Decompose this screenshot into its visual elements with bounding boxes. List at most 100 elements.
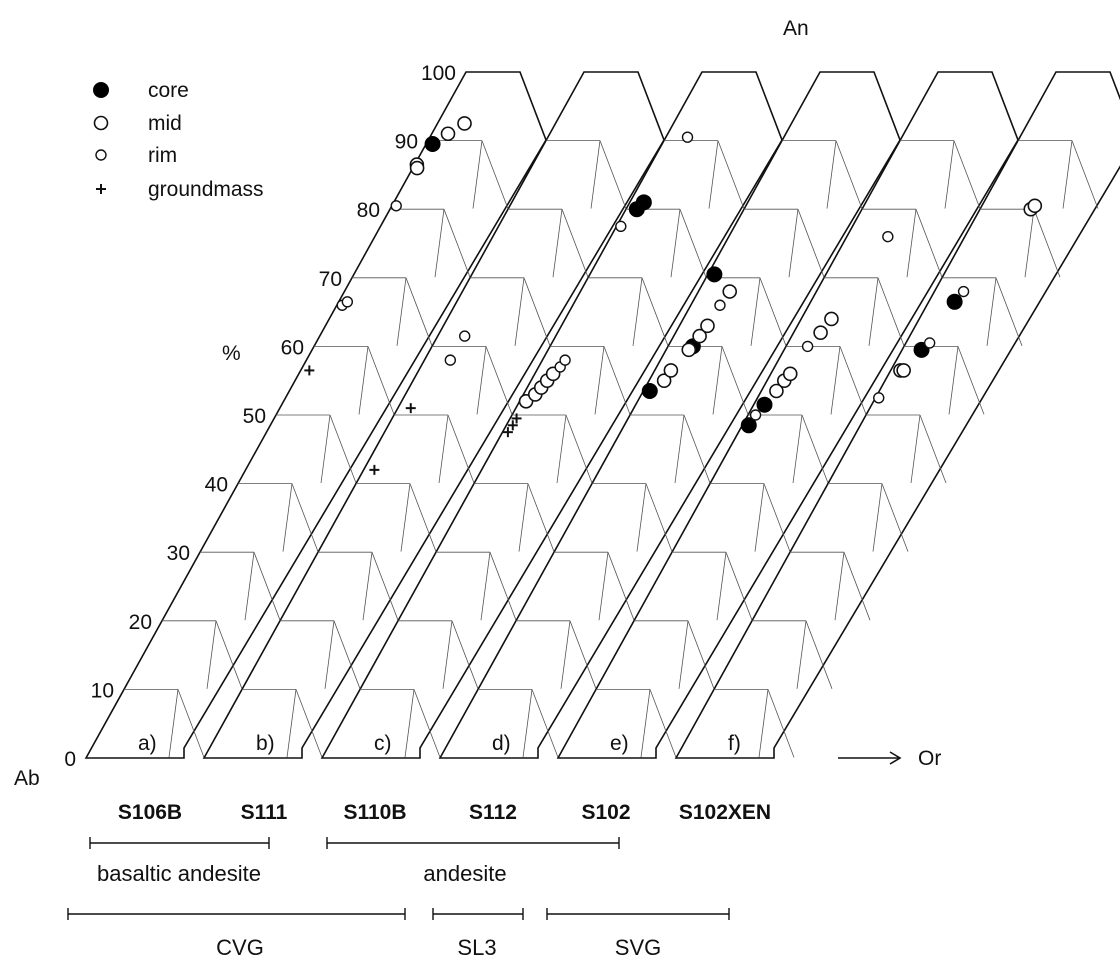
an-tick-label: 40 — [205, 474, 228, 497]
corner-label-or: Or — [918, 747, 941, 770]
groundmass-point — [304, 365, 315, 376]
legend-item-core: core — [93, 79, 189, 102]
panel-grid-diagonal — [590, 140, 601, 209]
core-point — [424, 136, 441, 153]
panel-grid-diagonal — [523, 277, 551, 346]
mid-point — [782, 366, 798, 382]
panels-layer: a) b) c) d) e) f) — [84, 71, 1120, 759]
mid-point — [769, 383, 784, 399]
panel-grid-diagonal — [527, 483, 555, 552]
panel-grid-diagonal — [442, 620, 453, 689]
core-point — [946, 293, 963, 310]
sample-label: S106B — [118, 801, 182, 824]
rim-point — [459, 330, 471, 342]
panel-grid-diagonal — [400, 483, 411, 552]
panel-grid-diagonal — [1062, 140, 1073, 209]
panel-grid-diagonal — [881, 483, 909, 552]
panel-grid-diagonal — [607, 552, 635, 621]
panel-grid-diagonal — [1024, 209, 1035, 278]
panel-grid-diagonal — [640, 689, 651, 758]
panel-grid-diagonal — [531, 689, 559, 758]
panel-grid-diagonal — [434, 209, 445, 278]
panel-grid-diagonal — [754, 483, 765, 552]
an-axis: 0 10 20 30 40 50 60 70 80 90 100 — [64, 62, 456, 771]
core-point — [756, 396, 773, 413]
panel-grid-diagonal — [835, 140, 863, 209]
panel-grid-diagonal — [215, 620, 243, 689]
core-point — [706, 266, 723, 283]
mid-point — [440, 126, 456, 142]
sample-label: S111 — [241, 801, 288, 824]
panel-grid-diagonal — [725, 552, 753, 621]
an-tick-label: 90 — [395, 131, 418, 154]
panel-grid-diagonal — [518, 483, 529, 552]
panel-5: e) — [556, 71, 1019, 759]
panel-grid-diagonal — [282, 483, 293, 552]
panel-grid-diagonal — [556, 414, 567, 484]
rim-point — [341, 296, 354, 308]
legend-symbol — [95, 149, 107, 161]
legend-label: core — [148, 79, 189, 102]
panel-grid-diagonal — [641, 277, 669, 346]
groundmass-point — [405, 403, 416, 414]
panel-grid-diagonal — [796, 620, 807, 689]
panel-grid-diagonal — [485, 346, 513, 415]
rim-point — [681, 131, 694, 143]
panel-grid-diagonal — [405, 277, 433, 346]
panel-grid-diagonal — [476, 346, 487, 415]
panel-grid-diagonal — [632, 277, 643, 346]
percent-label: % — [222, 342, 241, 365]
rim-point — [390, 200, 402, 212]
panel-grid-diagonal — [371, 552, 399, 621]
an-tick-label: 80 — [357, 199, 380, 222]
panel-grid-diagonal — [480, 552, 491, 621]
mid-point — [663, 363, 679, 378]
panel-grid-diagonal — [358, 346, 369, 415]
panel-grid-diagonal — [805, 620, 833, 689]
panel-grid-diagonal — [244, 552, 255, 621]
sample-label: S112 — [469, 801, 517, 824]
panel-grid-diagonal — [367, 346, 395, 415]
arrow-to-or — [838, 751, 902, 765]
panel-grid-diagonal — [443, 209, 471, 278]
panel-grid-diagonal — [329, 414, 357, 484]
core-point — [641, 382, 658, 399]
panel-grid-diagonal — [906, 209, 917, 278]
mid-point — [824, 311, 839, 327]
panel-4: d) — [438, 71, 901, 759]
panel-label: e) — [610, 732, 629, 755]
groundmass-point — [369, 464, 380, 475]
panel-grid-diagonal — [712, 346, 723, 415]
panel-grid-diagonal — [404, 689, 415, 758]
an-tick-label: 60 — [281, 336, 304, 359]
panel-outline — [674, 71, 1120, 759]
mid-point — [409, 160, 425, 176]
panel-grid-diagonal — [552, 209, 563, 278]
panel-grid-diagonal — [986, 277, 997, 346]
legend-label: mid — [148, 112, 182, 135]
panel-grid-diagonal — [168, 689, 179, 758]
panel-grid-diagonal — [561, 209, 589, 278]
core-point — [740, 417, 757, 434]
panel-grid-diagonal — [826, 140, 837, 209]
panel-6: f) — [674, 71, 1120, 759]
panel-grid-diagonal — [409, 483, 437, 552]
panel-grid-diagonal — [674, 414, 685, 484]
group-bar: CVG — [67, 908, 406, 960]
an-tick-label: 20 — [129, 611, 152, 634]
panel-grid-diagonal — [569, 620, 597, 689]
panel-grid-diagonal — [177, 689, 205, 758]
legend-item-mid: mid — [93, 112, 182, 135]
panel-grid-diagonal — [758, 689, 769, 758]
panel-label: f) — [728, 732, 741, 755]
panel-grid-diagonal — [413, 689, 441, 758]
panel-grid-diagonal — [843, 552, 871, 621]
rock-type-label: andesite — [423, 861, 506, 886]
panel-3: c) — [320, 71, 783, 759]
panel-grid-diagonal — [716, 552, 727, 621]
panel-label: c) — [374, 732, 392, 755]
panel-grid-diagonal — [957, 346, 985, 415]
rock-type-bar: basaltic andesite — [89, 837, 270, 886]
panel-grid-diagonal — [767, 689, 795, 758]
panel-grid-diagonal — [717, 140, 745, 209]
